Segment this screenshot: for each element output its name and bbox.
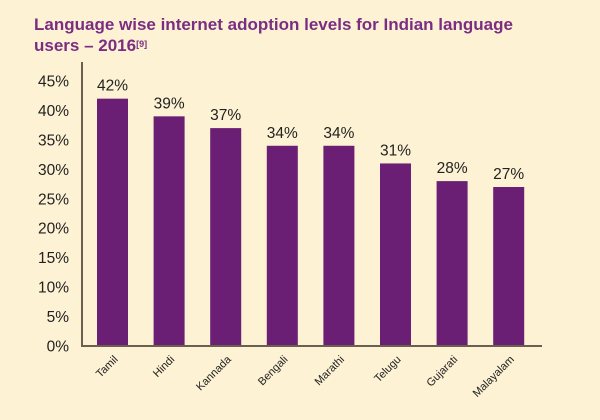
- y-tick-label: 10%: [38, 280, 69, 297]
- bar: [323, 145, 355, 346]
- chart-title-text: Language wise internet adoption levels f…: [34, 15, 513, 55]
- bar: [266, 145, 298, 346]
- bar: [210, 128, 242, 346]
- x-category-label: Tamil: [94, 354, 121, 381]
- x-category-label: Kannada: [194, 353, 234, 393]
- chart-title-reference: [9]: [136, 39, 148, 49]
- y-tick-label: 20%: [38, 221, 69, 238]
- data-label: 34%: [323, 125, 354, 142]
- bar: [493, 187, 525, 346]
- data-label: 42%: [97, 78, 128, 95]
- y-tick-label: 30%: [38, 162, 69, 179]
- data-label: 37%: [210, 107, 241, 124]
- y-tick-label: 5%: [47, 309, 70, 326]
- x-category-label: Marathi: [313, 354, 347, 388]
- bar: [97, 98, 128, 347]
- y-tick-label: 35%: [38, 132, 69, 149]
- chart-title: Language wise internet adoption levels f…: [34, 14, 554, 56]
- data-label: 39%: [154, 95, 185, 112]
- x-category-label: Malayalam: [471, 354, 517, 400]
- y-tick-label: 15%: [38, 250, 69, 267]
- data-label: 34%: [267, 125, 298, 142]
- data-label: 28%: [437, 160, 468, 177]
- bar: [153, 116, 185, 346]
- data-label: 31%: [380, 142, 411, 159]
- bar: [380, 163, 411, 346]
- data-label: 27%: [493, 166, 524, 183]
- x-category-label: Bengali: [256, 354, 290, 388]
- bar: [436, 181, 468, 346]
- x-category-label: Telugu: [372, 354, 403, 385]
- y-tick-label: 40%: [38, 103, 69, 120]
- y-tick-label: 25%: [38, 191, 69, 208]
- x-category-label: Hindi: [151, 354, 177, 380]
- y-tick-label: 45%: [38, 74, 69, 91]
- x-category-label: Gujarati: [424, 354, 460, 390]
- y-tick-label: 0%: [47, 339, 70, 356]
